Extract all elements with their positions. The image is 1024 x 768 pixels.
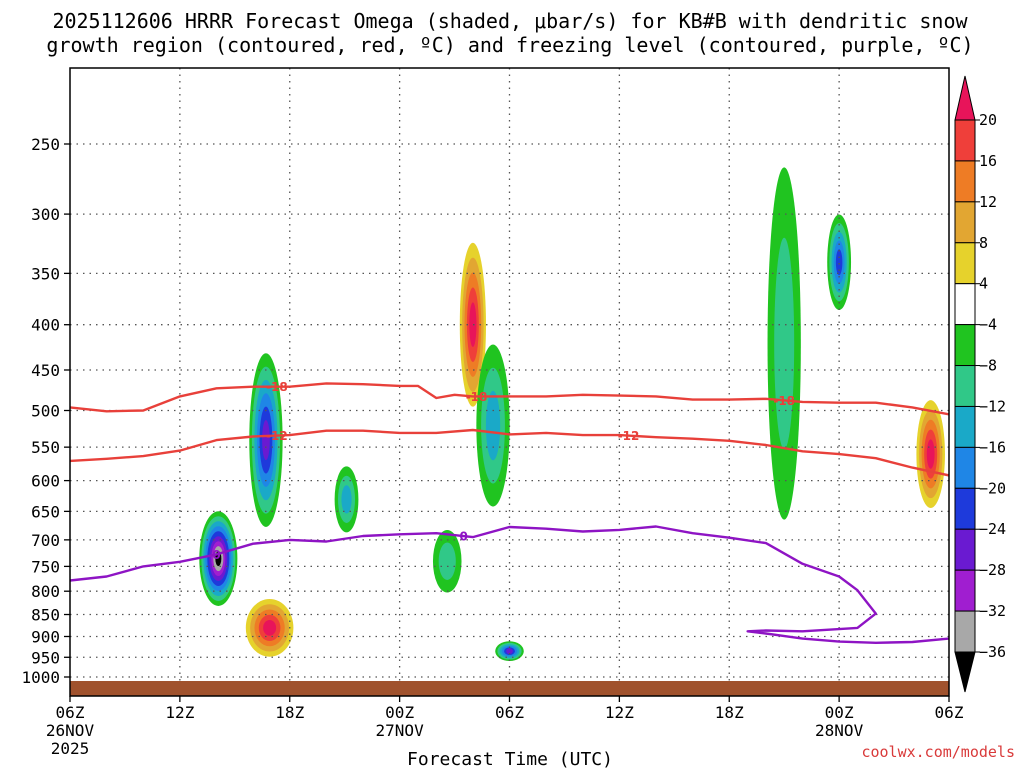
contour-line--12C [70, 428, 949, 477]
y-tick-label: 700 [31, 531, 60, 550]
y-tick-label: 400 [31, 316, 60, 335]
colorbar-box [954, 119, 976, 162]
colorbar-tick-label: −20 [979, 479, 1006, 497]
y-tick-label: 1000 [21, 668, 60, 687]
omega-cell [341, 485, 352, 514]
x-tick-year-label: 2025 [51, 739, 90, 758]
chart-title-line1: 2025112606 HRRR Forecast Omega (shaded, … [52, 9, 968, 33]
credit-text: coolwx.com/models [861, 743, 1015, 761]
omega-cell [469, 302, 477, 348]
colorbar-box [954, 446, 976, 489]
contour-label: -12 [618, 429, 640, 443]
colorbar-box [954, 242, 976, 285]
omega-cell [438, 542, 456, 580]
x-tick-date-label: 28NOV [815, 721, 864, 740]
y-tick-label: 900 [31, 627, 60, 646]
x-tick-date-label: 27NOV [376, 721, 425, 740]
x-tick-label: 06Z [935, 703, 964, 722]
colorbar-box [954, 487, 976, 530]
x-tick-label: 00Z [825, 703, 854, 722]
x-tick-label: 06Z [56, 703, 85, 722]
colorbar-box [954, 405, 976, 448]
colorbar-box [954, 324, 976, 367]
y-axis: 250 300 350 400 450 500 550 600 650 700 750 800 850 9… [21, 135, 70, 687]
colorbar-box [954, 201, 976, 244]
grid [70, 68, 949, 696]
contour-label: 0 [460, 530, 468, 544]
colorbar-tick-label: −4 [979, 316, 997, 334]
y-tick-label: 450 [31, 361, 60, 380]
y-tick-label: 650 [31, 502, 60, 521]
colorbar-box [954, 365, 976, 407]
colorbar-tick-label: −12 [979, 397, 1006, 415]
contour-label: 0 [212, 548, 220, 562]
x-tick-label: 00Z [385, 703, 414, 722]
terrain-band [70, 681, 949, 696]
x-axis-title: Forecast Time (UTC) [407, 749, 613, 768]
y-tick-label: 350 [31, 264, 60, 283]
colorbar-tick-label: −8 [979, 357, 997, 375]
contour-line--18C [70, 382, 949, 416]
y-tick-label: 800 [31, 582, 60, 601]
omega-shading [199, 167, 945, 662]
x-tick-date-label: 26NOV [46, 721, 95, 740]
contour-label: -18 [266, 380, 288, 394]
omega-cell [485, 390, 501, 461]
x-tick-label: 18Z [275, 703, 304, 722]
colorbar-tick-label: −28 [979, 561, 1006, 579]
colorbar-tick-label: 12 [979, 193, 997, 211]
x-tick-label: 06Z [495, 703, 524, 722]
colorbar-tick-label: −24 [979, 520, 1006, 538]
colorbar-tick-label: 8 [979, 234, 988, 252]
y-tick-label: 950 [31, 648, 60, 667]
contour-line-0C [70, 525, 949, 644]
omega-cell [926, 439, 935, 469]
contour-label: -18 [466, 390, 488, 404]
colorbar-box [954, 610, 976, 653]
y-tick-label: 500 [31, 402, 60, 421]
contour-label: -12 [266, 429, 288, 443]
omega-cell [835, 249, 843, 276]
y-tick-label: 850 [31, 606, 60, 625]
colorbar-box [954, 528, 976, 571]
omega-cell [262, 420, 270, 461]
colorbar-tick-label: 20 [979, 111, 997, 129]
colorbar-top-arrow [954, 75, 976, 121]
colorbar-box [954, 160, 976, 203]
y-tick-label: 300 [31, 205, 60, 224]
x-tick-label: 12Z [605, 703, 634, 722]
colorbar-bottom-arrow [954, 651, 976, 693]
y-tick-label: 600 [31, 472, 60, 491]
y-tick-label: 550 [31, 438, 60, 457]
colorbar-tick-label: −32 [979, 602, 1006, 620]
contour-label: -18 [773, 394, 795, 408]
omega-cell [774, 237, 795, 450]
colorbar: 20 16 12 8 4 −4 −8 −12 −16 −20 −24 −28 −32 −36 [954, 75, 1006, 693]
omega-cell [506, 648, 513, 655]
y-tick-label: 750 [31, 557, 60, 576]
omega-cell [263, 619, 277, 636]
colorbar-tick-label: −16 [979, 438, 1006, 456]
x-tick-label: 12Z [165, 703, 194, 722]
colorbar-tick-label: 4 [979, 275, 988, 293]
chart-title-line2: growth region (contoured, red, ºC) and f… [46, 33, 973, 57]
colorbar-box [954, 569, 976, 612]
colorbar-tick-label: 16 [979, 152, 997, 170]
y-tick-label: 250 [31, 135, 60, 154]
colorbar-tick-label: −36 [979, 643, 1006, 661]
colorbar-box [954, 283, 976, 326]
contours: -18 -18 -18 -12 -12 0 0 [70, 380, 949, 644]
x-tick-label: 18Z [715, 703, 744, 722]
